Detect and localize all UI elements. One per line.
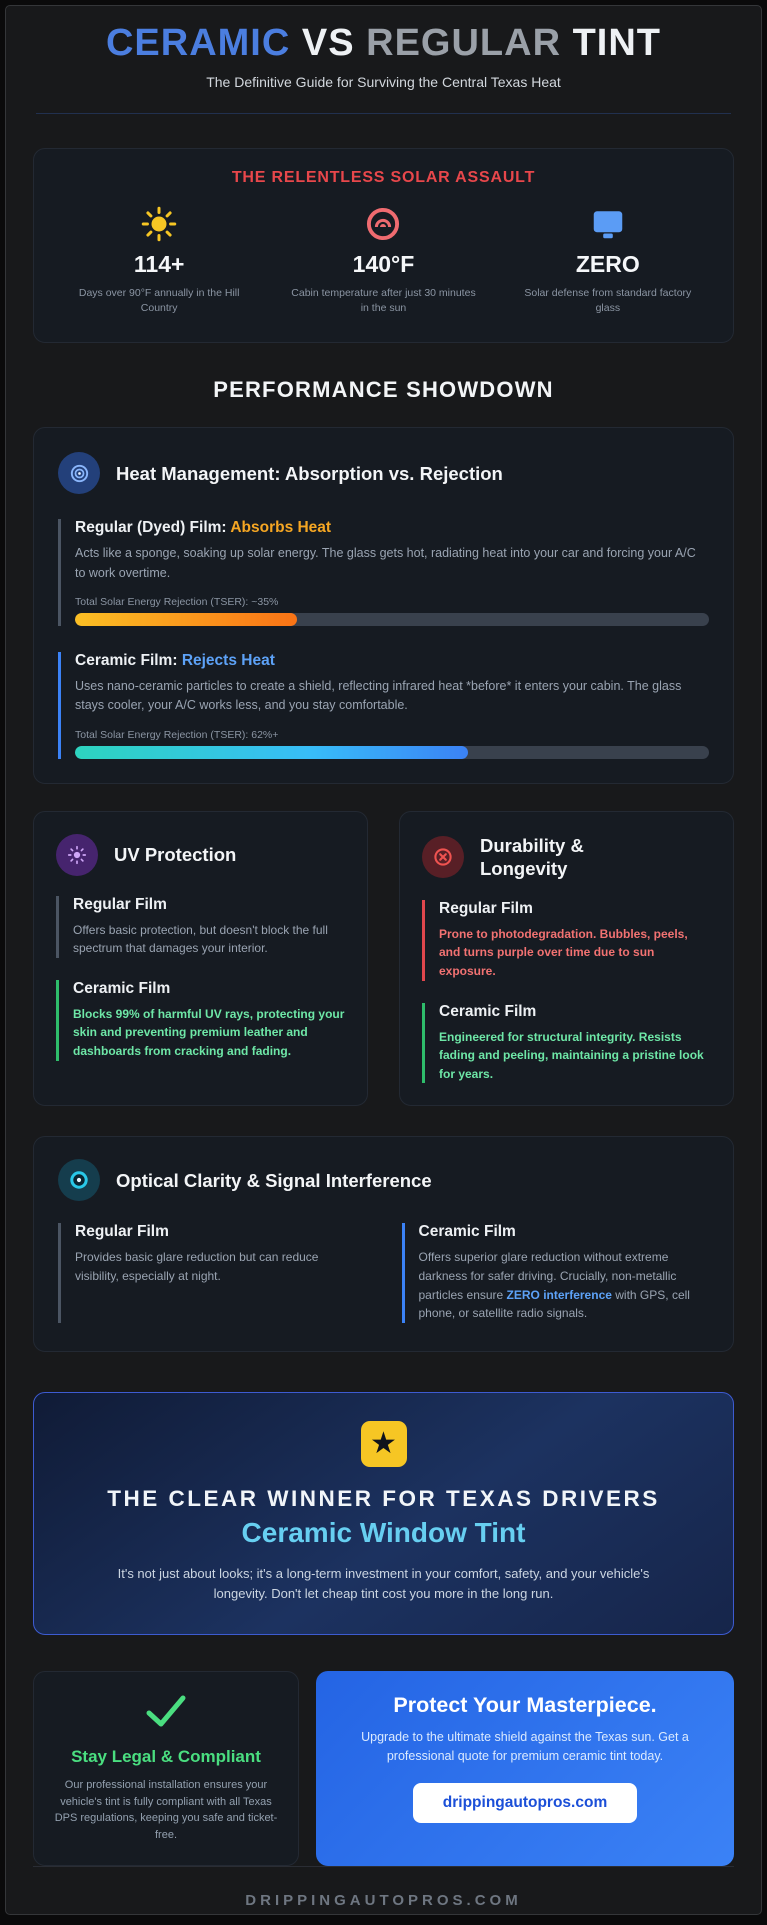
- stat-factory-glass: ZERO Solar defense from standard factory…: [503, 205, 713, 316]
- stat-value: ZERO: [575, 250, 640, 277]
- durability-regular-block: Regular Film Prone to photodegradation. …: [422, 899, 711, 981]
- footer: DRIPPINGAUTOPROS.COM: [33, 1866, 734, 1914]
- uv-regular-body: Offers basic protection, but doesn't blo…: [73, 922, 328, 956]
- star-icon: ★: [360, 1420, 407, 1467]
- heat-ceramic-tser-label: Total Solar Energy Rejection (TSER): 62%…: [75, 728, 279, 741]
- title-regular: REGULAR: [366, 22, 562, 64]
- durability-card: Durability & Longevity Regular Film Pron…: [399, 810, 734, 1107]
- uv-card-header: UV Protection: [56, 833, 345, 876]
- stat-hot-days: 114+ Days over 90°F annually in the Hill…: [54, 205, 264, 316]
- page-subtitle: The Definitive Guide for Surviving the C…: [206, 73, 561, 90]
- heat-regular-body: Acts like a sponge, soaking up solar ene…: [75, 546, 696, 580]
- winner-banner: ★ THE CLEAR WINNER FOR TEXAS DRIVERS Cer…: [33, 1391, 734, 1636]
- heat-ceramic-verdict: Rejects Heat: [181, 651, 275, 669]
- optical-ceramic-body-pre: Offers superior glare reduction without …: [418, 1250, 677, 1302]
- monitor-icon: [503, 205, 713, 243]
- uv-card-title: UV Protection: [114, 844, 237, 866]
- solar-assault-title: THE RELENTLESS SOLAR ASSAULT: [231, 168, 536, 186]
- optical-regular-block: Regular Film Provides basic glare reduct…: [58, 1223, 366, 1323]
- durability-ceramic-body: Engineered for structural integrity. Res…: [439, 1029, 704, 1081]
- optical-columns: Regular Film Provides basic glare reduct…: [58, 1223, 710, 1323]
- stat-cabin-temp: 140°F Cabin temperature after just 30 mi…: [278, 205, 488, 316]
- optical-ceramic-body: Offers superior glare reduction without …: [419, 1248, 710, 1322]
- heat-regular-tser-label: Total Solar Energy Rejection (TSER): ~35…: [75, 595, 279, 608]
- gauge-icon: [278, 205, 488, 243]
- cta-title: Protect Your Masterpiece.: [393, 1693, 657, 1718]
- heat-management-card: Heat Management: Absorption vs. Rejectio…: [33, 427, 734, 784]
- durability-ceramic-heading: Ceramic Film: [439, 1002, 537, 1020]
- tser-bar-regular: [75, 612, 709, 626]
- infographic-page: CERAMIC VS REGULAR TINT The Definitive G…: [5, 5, 762, 1915]
- heat-regular-label: Regular (Dyed) Film:: [75, 519, 231, 537]
- winner-title: Ceramic Window Tint: [241, 1516, 526, 1548]
- title-ceramic: CERAMIC: [105, 22, 291, 64]
- optical-card-title: Optical Clarity & Signal Interference: [116, 1169, 432, 1191]
- sun-icon: [54, 205, 264, 243]
- uv-protection-card: UV Protection Regular Film Offers basic …: [33, 810, 368, 1107]
- heat-regular-block: Regular (Dyed) Film: Absorbs Heat Acts l…: [58, 519, 709, 626]
- checkmark-icon: [52, 1694, 280, 1733]
- section-heading-performance: PERFORMANCE SHOWDOWN: [213, 377, 554, 403]
- optical-regular-body: Provides basic glare reduction but can r…: [75, 1250, 319, 1284]
- legal-title: Stay Legal & Compliant: [71, 1747, 261, 1767]
- solar-assault-card: THE RELENTLESS SOLAR ASSAULT 114+ Days o…: [33, 147, 734, 344]
- heat-ceramic-label: Ceramic Film:: [75, 651, 182, 669]
- legal-body: Our professional installation ensures yo…: [54, 1779, 278, 1841]
- uv-ceramic-heading: Ceramic Film: [73, 979, 171, 997]
- tser-bar-ceramic-fill: [75, 745, 469, 759]
- optical-clarity-card: Optical Clarity & Signal Interference Re…: [33, 1136, 734, 1352]
- optical-regular-heading: Regular Film: [75, 1223, 169, 1241]
- durability-regular-heading: Regular Film: [439, 899, 533, 917]
- uv-sun-icon: [56, 833, 98, 876]
- tser-bar-ceramic: [75, 745, 709, 759]
- optical-ceramic-block: Ceramic Film Offers superior glare reduc…: [401, 1223, 710, 1323]
- winner-body: It's not just about looks; it's a long-t…: [117, 1565, 650, 1601]
- bottom-row: Stay Legal & Compliant Our professional …: [33, 1671, 734, 1867]
- header: CERAMIC VS REGULAR TINT The Definitive G…: [6, 6, 761, 114]
- swirl-icon: [58, 452, 100, 495]
- heat-ceramic-block: Ceramic Film: Rejects Heat Uses nano-cer…: [58, 651, 709, 759]
- uv-ceramic-block: Ceramic Film Blocks 99% of harmful UV ra…: [56, 979, 345, 1061]
- footer-site-text: DRIPPINGAUTOPROS.COM: [245, 1892, 522, 1910]
- stat-value: 140°F: [352, 250, 415, 277]
- website-button[interactable]: drippingautopros.com: [412, 1782, 638, 1823]
- header-divider: [36, 112, 731, 114]
- durability-regular-body: Prone to photodegradation. Bubbles, peel…: [439, 926, 688, 979]
- optical-ceramic-body-bold: ZERO interference: [506, 1287, 612, 1302]
- tser-bar-regular-fill: [75, 612, 297, 626]
- optical-ceramic-body-post: with GPS, cell phone, or satellite radio…: [418, 1287, 690, 1321]
- uv-regular-block: Regular Film Offers basic protection, bu…: [56, 895, 345, 958]
- stat-caption: Days over 90°F annually in the Hill Coun…: [78, 286, 240, 314]
- stat-value: 114+: [133, 250, 185, 277]
- uv-durability-row: UV Protection Regular Film Offers basic …: [33, 810, 734, 1107]
- eye-target-icon: [58, 1159, 100, 1202]
- durability-card-header: Durability & Longevity: [422, 834, 711, 880]
- heat-regular-verdict: Absorbs Heat: [230, 519, 332, 537]
- heat-ceramic-title: Ceramic Film: Rejects Heat: [75, 652, 709, 670]
- title-vs: VS: [290, 22, 367, 64]
- uv-ceramic-body: Blocks 99% of harmful UV rays, protectin…: [73, 1006, 345, 1058]
- durability-ceramic-block: Ceramic Film Engineered for structural i…: [422, 1002, 711, 1084]
- x-circle-icon: [422, 835, 464, 878]
- optical-card-header: Optical Clarity & Signal Interference: [58, 1159, 709, 1202]
- page-title: CERAMIC VS REGULAR TINT: [6, 22, 761, 66]
- durability-card-title: Durability & Longevity: [480, 834, 584, 879]
- legal-card: Stay Legal & Compliant Our professional …: [33, 1671, 299, 1867]
- winner-eyebrow: THE CLEAR WINNER FOR TEXAS DRIVERS: [107, 1485, 660, 1511]
- uv-regular-heading: Regular Film: [73, 895, 167, 913]
- stat-caption: Cabin temperature after just 30 minutes …: [291, 286, 476, 314]
- title-tint: TINT: [561, 22, 661, 64]
- stat-caption: Solar defense from standard factory glas…: [524, 286, 692, 314]
- solar-stats-grid: 114+ Days over 90°F annually in the Hill…: [54, 205, 713, 316]
- heat-card-header: Heat Management: Absorption vs. Rejectio…: [58, 452, 709, 495]
- cta-body: Upgrade to the ultimate shield against t…: [361, 1730, 689, 1763]
- heat-regular-title: Regular (Dyed) Film: Absorbs Heat: [75, 519, 709, 537]
- optical-ceramic-heading: Ceramic Film: [418, 1223, 516, 1241]
- heat-card-title: Heat Management: Absorption vs. Rejectio…: [116, 462, 503, 484]
- cta-card: Protect Your Masterpiece. Upgrade to the…: [316, 1671, 734, 1867]
- heat-ceramic-body: Uses nano-ceramic particles to create a …: [75, 678, 682, 713]
